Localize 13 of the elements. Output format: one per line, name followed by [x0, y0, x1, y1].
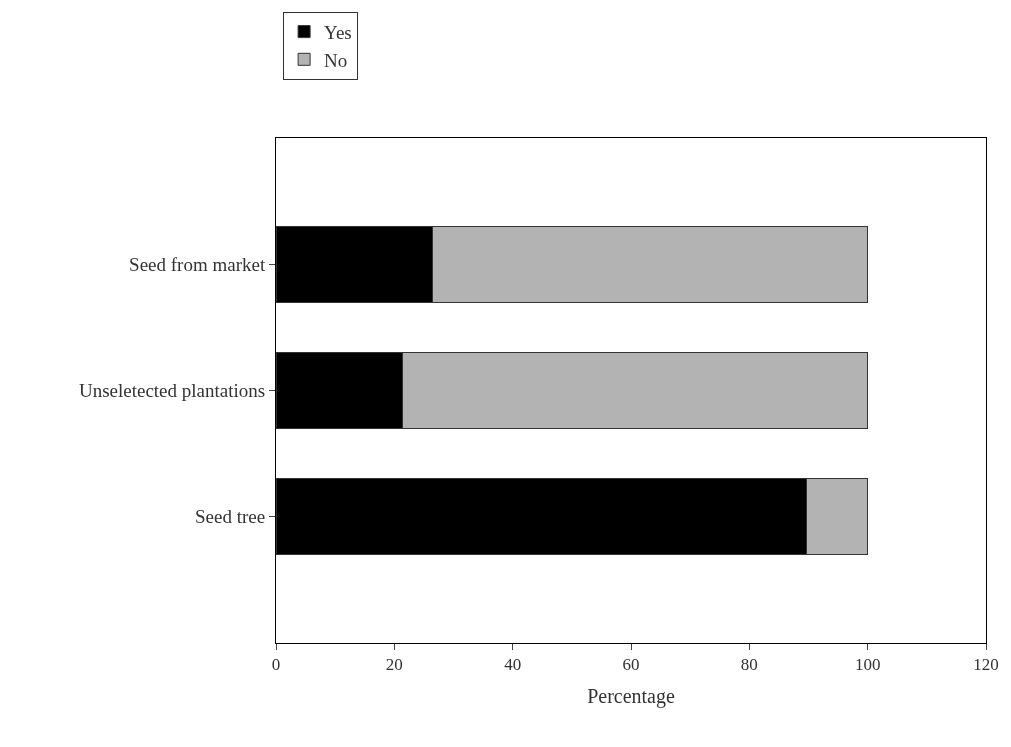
y-tick-label: Seed from market [129, 253, 266, 275]
legend-label: No [324, 49, 348, 71]
x-tick-label: 120 [973, 655, 999, 675]
x-tick-label: 40 [504, 655, 522, 675]
x-tick-label: 100 [854, 655, 881, 675]
x-tick-label: 60 [622, 655, 640, 675]
legend-label: Yes [324, 22, 352, 44]
x-axis-title: Percentage [587, 684, 675, 708]
x-tick-label: 80 [740, 655, 758, 675]
y-tick-label: Seed tree [195, 506, 266, 528]
y-tick-label: Unseletected plantations [78, 380, 266, 402]
x-tick-label: 20 [385, 655, 403, 675]
x-tick-label: 0 [271, 655, 281, 675]
